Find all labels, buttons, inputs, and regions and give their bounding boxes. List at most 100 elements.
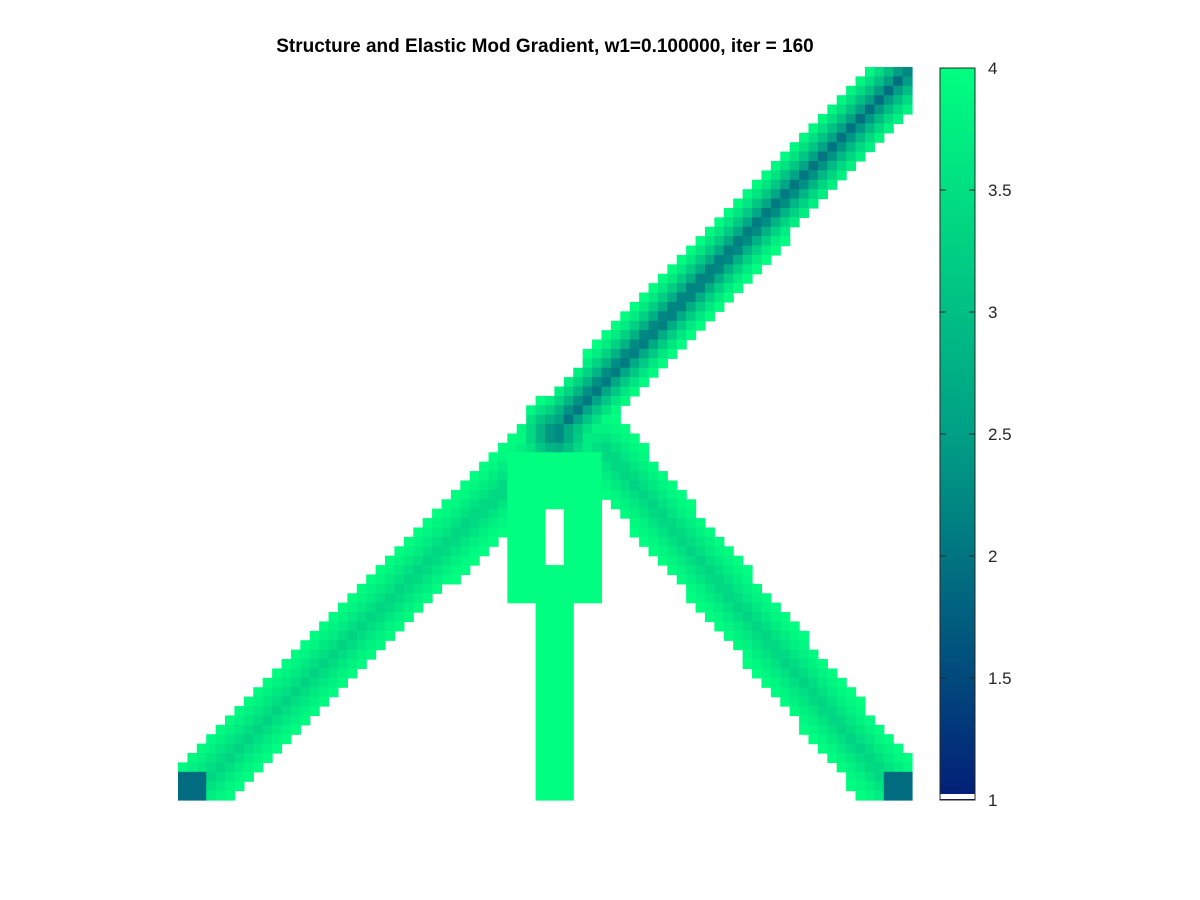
heatmap-cell	[563, 630, 574, 641]
heatmap-cell	[723, 621, 734, 632]
heatmap-cell	[563, 405, 574, 416]
heatmap-cell	[808, 170, 819, 181]
heatmap-cell	[827, 706, 838, 717]
heatmap-cell	[639, 330, 650, 341]
heatmap-cell	[620, 499, 631, 510]
heatmap-cell	[309, 696, 320, 707]
heatmap-cell	[422, 593, 433, 604]
heatmap-cell	[846, 687, 857, 698]
heatmap-cell	[629, 499, 640, 510]
heatmap-cell	[770, 207, 781, 218]
heatmap-cell	[582, 489, 593, 500]
heatmap-cell	[272, 668, 283, 679]
heatmap-cell	[864, 762, 875, 773]
heatmap-cell	[695, 254, 706, 265]
heatmap-cell	[356, 621, 367, 632]
heatmap-cell	[686, 555, 697, 566]
heatmap-cell	[629, 339, 640, 350]
heatmap-cell	[554, 630, 565, 641]
heatmap-cell	[460, 527, 471, 538]
heatmap-cell	[808, 706, 819, 717]
heatmap-cell	[855, 142, 866, 153]
heatmap-cell	[507, 555, 518, 566]
heatmap-cell	[639, 311, 650, 322]
heatmap-cell	[789, 160, 800, 171]
heatmap-cell	[714, 621, 725, 632]
heatmap-cell	[902, 753, 913, 764]
heatmap-cell	[714, 301, 725, 312]
heatmap-cell	[469, 499, 480, 510]
heatmap-cell	[846, 696, 857, 707]
heatmap-cell	[610, 424, 621, 435]
heatmap-cell	[704, 593, 715, 604]
heatmap-cell	[178, 771, 189, 782]
heatmap-cell	[686, 330, 697, 341]
heatmap-cell	[676, 301, 687, 312]
heatmap-cell	[516, 546, 527, 557]
heatmap-cell	[733, 565, 744, 576]
heatmap-cell	[554, 781, 565, 792]
colorbar-tick-label: 2	[988, 547, 997, 566]
heatmap-cell	[253, 715, 264, 726]
heatmap-cell	[582, 386, 593, 397]
heatmap-cell	[629, 348, 640, 359]
heatmap-cell	[469, 518, 480, 529]
heatmap-cell	[403, 555, 414, 566]
heatmap-cell	[563, 602, 574, 613]
heatmap-cell	[742, 602, 753, 613]
heatmap-cell	[799, 132, 810, 143]
heatmap-cell	[874, 123, 885, 134]
heatmap-cell	[742, 198, 753, 209]
heatmap-cell	[836, 123, 847, 134]
heatmap-cell	[827, 668, 838, 679]
heatmap-cell	[592, 565, 603, 576]
heatmap-cell	[723, 583, 734, 594]
heatmap-cell	[563, 424, 574, 435]
heatmap-cell	[742, 659, 753, 670]
heatmap-cell	[516, 433, 527, 444]
heatmap-cell	[573, 583, 584, 594]
heatmap-cell	[695, 264, 706, 275]
heatmap-cell	[883, 734, 894, 745]
heatmap-cell	[610, 433, 621, 444]
heatmap-cell	[535, 771, 546, 782]
heatmap-cell	[648, 527, 659, 538]
heatmap-cell	[639, 358, 650, 369]
heatmap-cell	[864, 76, 875, 87]
heatmap-cell	[695, 583, 706, 594]
heatmap-cell	[808, 198, 819, 209]
heatmap-cell	[610, 452, 621, 463]
heatmap-cell	[516, 452, 527, 463]
heatmap-cell	[648, 367, 659, 378]
heatmap-cell	[460, 536, 471, 547]
heatmap-cell	[610, 348, 621, 359]
heatmap-cell	[366, 574, 377, 585]
heatmap-cell	[855, 151, 866, 162]
heatmap-cell	[874, 781, 885, 792]
heatmap-cell	[554, 790, 565, 801]
heatmap-cell	[337, 677, 348, 688]
heatmap-cell	[704, 283, 715, 294]
heatmap-cell	[441, 508, 452, 519]
heatmap-cell	[639, 527, 650, 538]
heatmap-cell	[563, 649, 574, 660]
heatmap-cell	[723, 612, 734, 623]
colorbar-bottom-band	[940, 794, 975, 799]
heatmap-cell	[582, 536, 593, 547]
heatmap-cell	[403, 565, 414, 576]
heatmap-cell	[337, 640, 348, 651]
heatmap-cell	[836, 762, 847, 773]
heatmap-cell	[196, 790, 207, 801]
heatmap-cell	[742, 217, 753, 228]
heatmap-cell	[789, 170, 800, 181]
heatmap-cell	[770, 649, 781, 660]
heatmap-cell	[563, 442, 574, 453]
heatmap-cell	[789, 621, 800, 632]
heatmap-cell	[836, 132, 847, 143]
heatmap-cell	[808, 179, 819, 190]
heatmap-cell	[846, 743, 857, 754]
heatmap-cell	[394, 612, 405, 623]
heatmap-cell	[780, 612, 791, 623]
heatmap-cell	[563, 574, 574, 585]
heatmap-cell	[573, 536, 584, 547]
